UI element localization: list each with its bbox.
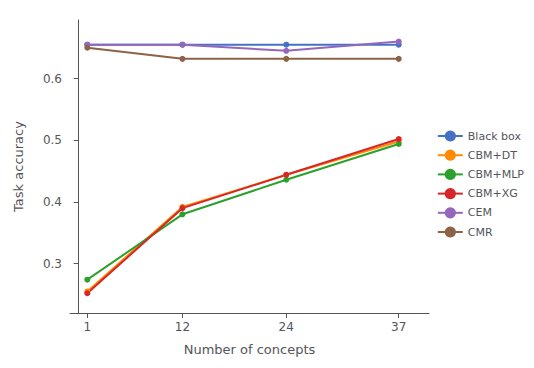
svg-text:Black box: Black box	[468, 130, 522, 143]
svg-text:CBM+XG: CBM+XG	[468, 187, 518, 200]
svg-text:24: 24	[279, 320, 294, 334]
svg-text:Number of concepts: Number of concepts	[184, 342, 316, 357]
svg-text:CEM: CEM	[468, 206, 492, 219]
svg-text:0.4: 0.4	[43, 195, 62, 209]
svg-text:CBM+MLP: CBM+MLP	[468, 168, 525, 181]
svg-text:1: 1	[83, 320, 91, 334]
svg-text:37: 37	[391, 320, 406, 334]
svg-text:CMR: CMR	[468, 226, 493, 239]
svg-text:Task accuracy: Task accuracy	[11, 121, 26, 213]
svg-text:CBM+DT: CBM+DT	[468, 149, 517, 162]
svg-text:12: 12	[175, 320, 190, 334]
svg-text:0.6: 0.6	[43, 72, 62, 86]
svg-text:0.3: 0.3	[43, 257, 62, 271]
svg-text:0.5: 0.5	[43, 133, 62, 147]
